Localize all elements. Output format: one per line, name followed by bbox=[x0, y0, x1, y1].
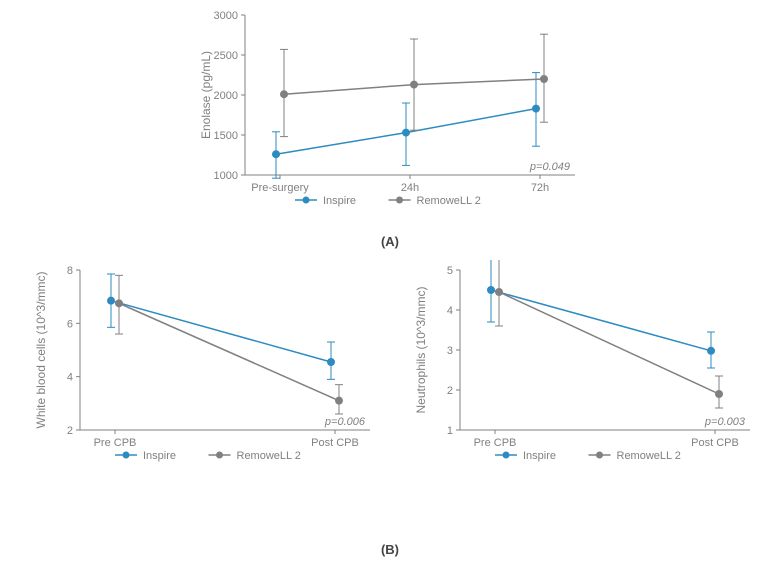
svg-text:1500: 1500 bbox=[214, 130, 238, 142]
panel-b-left-chart: 2 4 6 8 Pre CPB Post CPB White blood cells (… bbox=[20, 260, 390, 485]
svg-text:5: 5 bbox=[447, 265, 453, 277]
data-point bbox=[281, 91, 288, 98]
svg-text:2500: 2500 bbox=[214, 50, 238, 62]
data-point bbox=[411, 81, 418, 88]
panel-a-label: (A) bbox=[381, 234, 399, 249]
data-point bbox=[116, 300, 123, 307]
panel-br-ytitle: Neutrophils (10^3/mmc) bbox=[414, 286, 428, 413]
svg-text:Post CPB: Post CPB bbox=[311, 437, 359, 449]
svg-text:Pre CPB: Pre CPB bbox=[94, 437, 137, 449]
data-point bbox=[716, 391, 723, 398]
svg-text:4: 4 bbox=[67, 372, 73, 384]
panel-a-pvalue: p=0.049 bbox=[529, 161, 570, 173]
panel-a-ytitle: Enolase (pg/mL) bbox=[199, 51, 213, 139]
panel-a-xticks: Pre-surgery 24h 72h bbox=[251, 175, 549, 194]
legend-item: Inspire bbox=[295, 195, 356, 207]
svg-text:24h: 24h bbox=[401, 182, 419, 194]
legend-label: Inspire bbox=[143, 450, 176, 462]
panel-b-right-chart: 1 2 3 4 5 Pre CPB Post CPB Neutrophils (10^3/… bbox=[400, 260, 770, 485]
data-point bbox=[328, 359, 335, 366]
series-line bbox=[119, 303, 339, 400]
data-point bbox=[336, 397, 343, 404]
legend-item: Inspire bbox=[495, 450, 556, 462]
panel-br-series bbox=[487, 260, 723, 408]
series-line bbox=[499, 292, 719, 394]
legend-label: Inspire bbox=[323, 195, 356, 207]
data-point bbox=[403, 129, 410, 136]
svg-text:2000: 2000 bbox=[214, 90, 238, 102]
legend-item: RemoweLL 2 bbox=[589, 450, 681, 462]
panel-a-yticks: 1000 1500 2000 2500 3000 bbox=[214, 10, 245, 182]
panel-a-label-wrap: (A) bbox=[0, 232, 780, 252]
panel-a-series bbox=[272, 34, 548, 178]
data-point bbox=[533, 105, 540, 112]
svg-text:8: 8 bbox=[67, 265, 73, 277]
legend-label: RemoweLL 2 bbox=[617, 450, 681, 462]
panel-bl-series bbox=[107, 274, 343, 414]
legend-item: Inspire bbox=[115, 450, 176, 462]
legend-label: RemoweLL 2 bbox=[237, 450, 301, 462]
svg-text:3: 3 bbox=[447, 345, 453, 357]
data-point bbox=[541, 76, 548, 83]
panel-br-xticks: Pre CPB Post CPB bbox=[474, 430, 739, 449]
svg-text:Post CPB: Post CPB bbox=[691, 437, 739, 449]
series-line bbox=[491, 290, 711, 351]
data-point bbox=[488, 287, 495, 294]
legend-label: RemoweLL 2 bbox=[417, 195, 481, 207]
svg-text:Pre CPB: Pre CPB bbox=[474, 437, 517, 449]
panel-b-label-wrap: (B) bbox=[0, 540, 780, 560]
legend-item: RemoweLL 2 bbox=[389, 195, 481, 207]
svg-text:6: 6 bbox=[67, 318, 73, 330]
data-point bbox=[108, 297, 115, 304]
svg-text:4: 4 bbox=[447, 305, 453, 317]
panel-br-yticks: 1 2 3 4 5 bbox=[447, 265, 460, 437]
legend-item: RemoweLL 2 bbox=[209, 450, 301, 462]
data-point bbox=[708, 347, 715, 354]
panel-a-chart: 1000 1500 2000 2500 3000 Pre-surgery 24h 72h E… bbox=[185, 5, 595, 230]
panel-a-legend: Inspire RemoweLL 2 bbox=[295, 195, 481, 207]
svg-text:1: 1 bbox=[447, 425, 453, 437]
panel-bl-xticks: Pre CPB Post CPB bbox=[94, 430, 359, 449]
panel-bl-legend: Inspire RemoweLL 2 bbox=[115, 450, 301, 462]
panel-b-label: (B) bbox=[381, 542, 399, 557]
panel-bl-pvalue: p=0.006 bbox=[324, 416, 366, 428]
data-point bbox=[273, 151, 280, 158]
svg-text:Pre-surgery: Pre-surgery bbox=[251, 182, 309, 194]
panel-bl-yticks: 2 4 6 8 bbox=[67, 265, 80, 437]
svg-text:3000: 3000 bbox=[214, 10, 238, 22]
panel-a-plot: 1000 1500 2000 2500 3000 Pre-surgery 24h 72h E… bbox=[199, 10, 575, 194]
data-point bbox=[496, 289, 503, 296]
svg-text:72h: 72h bbox=[531, 182, 549, 194]
panel-br-pvalue: p=0.003 bbox=[704, 416, 746, 428]
svg-text:2: 2 bbox=[67, 425, 73, 437]
panel-br-legend: Inspire RemoweLL 2 bbox=[495, 450, 681, 462]
svg-text:1000: 1000 bbox=[214, 170, 238, 182]
svg-text:2: 2 bbox=[447, 385, 453, 397]
series-line bbox=[111, 301, 331, 362]
legend-label: Inspire bbox=[523, 450, 556, 462]
panel-bl-ytitle: White blood cells (10^3/mmc) bbox=[34, 271, 48, 428]
